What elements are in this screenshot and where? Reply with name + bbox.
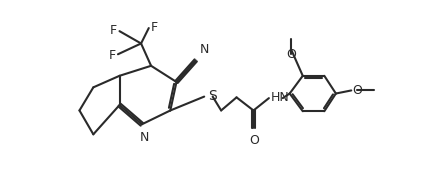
Text: F: F [108,49,116,62]
Text: HN: HN [270,91,289,104]
Text: N: N [139,131,149,144]
Text: O: O [286,48,296,61]
Text: F: F [110,24,117,37]
Text: O: O [249,134,259,146]
Text: S: S [208,89,217,103]
Text: N: N [200,43,209,56]
Text: F: F [151,21,158,34]
Text: O: O [353,84,362,97]
